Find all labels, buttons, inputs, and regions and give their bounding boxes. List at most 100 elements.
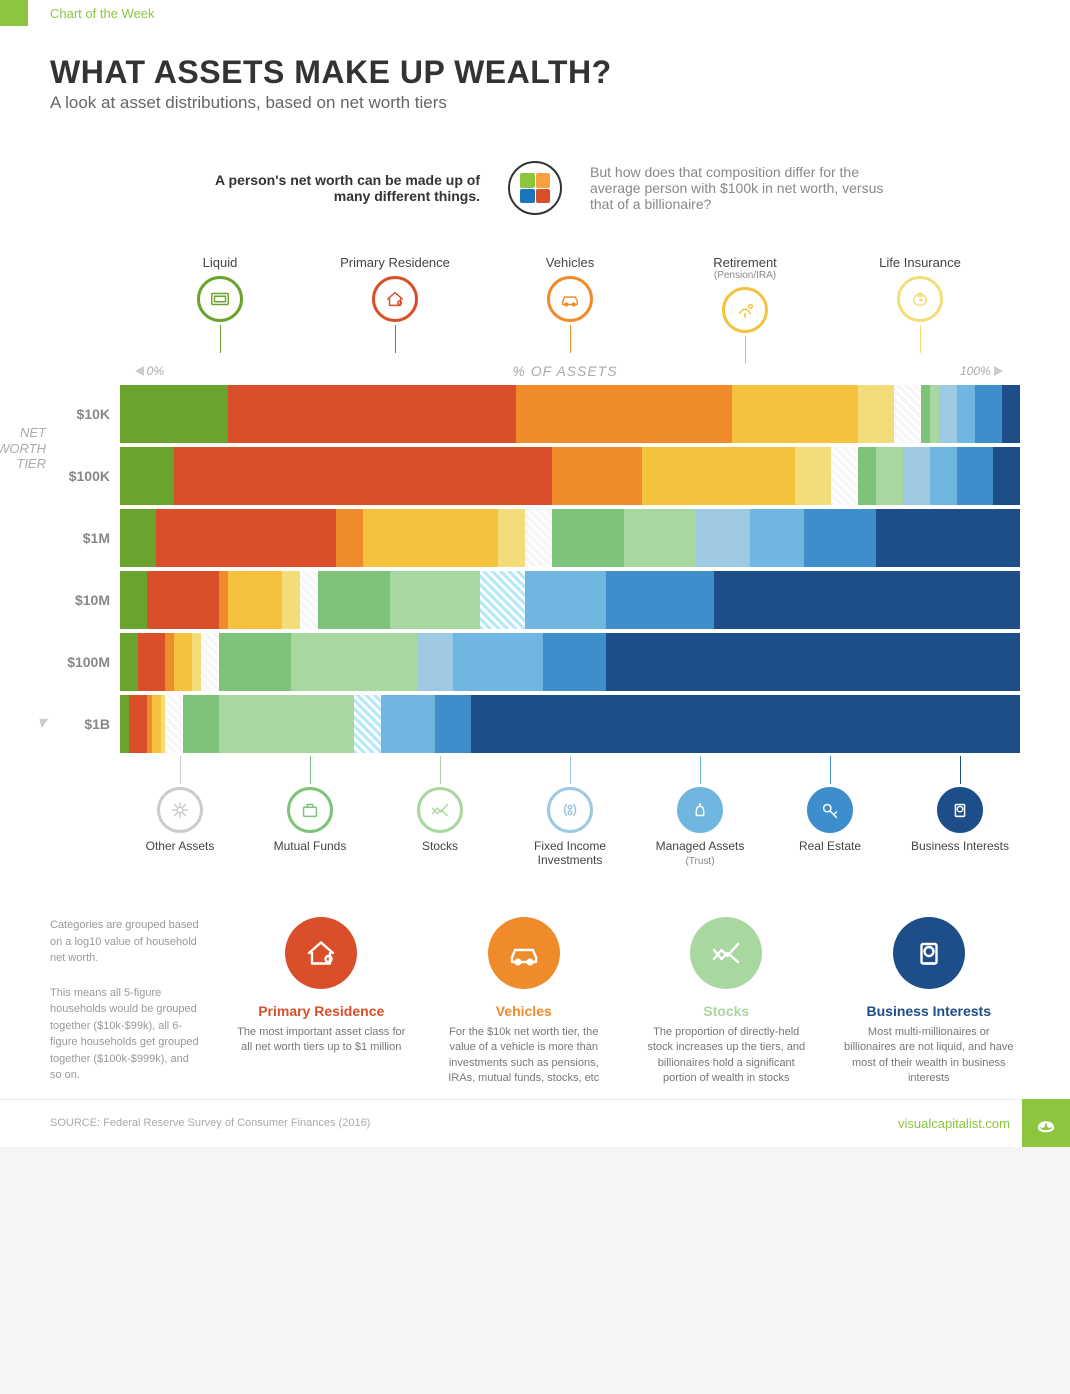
bar-segment <box>201 633 219 691</box>
tier-row: $1M <box>120 509 1020 567</box>
bar-segment <box>435 695 471 753</box>
category-label: Liquid <box>203 255 238 270</box>
bar-segment <box>921 385 930 443</box>
bar-segment <box>417 633 453 691</box>
category-label: Business Interests <box>911 839 1009 853</box>
bar-segment <box>1002 385 1020 443</box>
bar-segment <box>165 695 183 753</box>
stacked-bar <box>120 447 1020 505</box>
page-subtitle: A look at asset distributions, based on … <box>50 93 1020 113</box>
bar-segment <box>120 695 129 753</box>
intro-left: A person's net worth can be made up of m… <box>180 172 480 204</box>
tier-label: $1B <box>50 716 120 732</box>
insight-card: Business InterestsMost multi-millionaire… <box>838 917 1021 1087</box>
top-category: Life Insurance <box>860 255 980 333</box>
bar-segment <box>795 447 831 505</box>
category-icon <box>197 276 243 322</box>
bar-segment <box>192 633 201 691</box>
bar-segment <box>480 571 525 629</box>
footer: SOURCE: Federal Reserve Survey of Consum… <box>0 1099 1070 1147</box>
bar-segment <box>354 695 381 753</box>
topbar: Chart of the Week <box>0 0 1070 26</box>
bar-segment <box>129 695 147 753</box>
category-icon <box>897 276 943 322</box>
bar-segment <box>291 633 417 691</box>
insight-icon <box>285 917 357 989</box>
category-label: Primary Residence <box>340 255 450 270</box>
category-label: Real Estate <box>799 839 861 853</box>
bar-segment <box>939 385 957 443</box>
bar-segment <box>152 695 161 753</box>
insight-title: Stocks <box>703 1003 749 1019</box>
bar-segment <box>336 509 363 567</box>
bar-segment <box>903 447 930 505</box>
bar-segment <box>858 385 894 443</box>
bar-segment <box>120 509 156 567</box>
bar-segment <box>471 695 1020 753</box>
bar-segment <box>975 385 1002 443</box>
tier-label: $100K <box>50 468 120 484</box>
side-note: Categories are grouped based on a log10 … <box>50 917 200 967</box>
bar-segment <box>552 447 642 505</box>
x-axis: 0% % OF ASSETS 100% <box>120 363 1020 379</box>
top-category: Vehicles <box>510 255 630 333</box>
bar-segment <box>219 571 228 629</box>
stacked-bar <box>120 571 1020 629</box>
bar-segment <box>165 633 174 691</box>
bar-segment <box>957 385 975 443</box>
top-categories: Liquid Primary Residence Vehicles Retiremen… <box>120 255 1020 333</box>
stacked-bar <box>120 509 1020 567</box>
y-axis-label: NET WORTH TIER ▾ <box>0 425 46 733</box>
brand-text: visualcapitalist.com <box>898 1116 1010 1131</box>
tier-label: $10K <box>50 406 120 422</box>
insight-icon <box>893 917 965 989</box>
insight-title: Vehicles <box>496 1003 552 1019</box>
category-label: Mutual Funds <box>274 839 347 853</box>
tier-label: $100M <box>50 654 120 670</box>
bar-segment <box>930 447 957 505</box>
page: Chart of the Week WHAT ASSETS MAKE UP WE… <box>0 0 1070 1147</box>
bar-segment <box>930 385 939 443</box>
category-label: Fixed Income Investments <box>510 839 630 867</box>
category-icon <box>677 787 723 833</box>
axis-mid-label: % OF ASSETS <box>170 363 960 379</box>
brand-logo-icon <box>1022 1099 1070 1147</box>
bar-segment <box>624 509 696 567</box>
bar-segment <box>219 695 354 753</box>
category-icon <box>287 787 333 833</box>
page-title: WHAT ASSETS MAKE UP WEALTH? <box>50 54 1020 91</box>
category-icon <box>547 787 593 833</box>
bar-segment <box>120 633 138 691</box>
insight-text: Most multi-millionaires or billionaires … <box>844 1025 1014 1087</box>
bar-segment <box>228 385 516 443</box>
category-icon <box>937 787 983 833</box>
bar-segment <box>138 633 165 691</box>
bars: $10K$100K$1M$10M$100M$1B <box>120 385 1020 753</box>
category-label: Vehicles <box>546 255 594 270</box>
bar-segment <box>642 447 795 505</box>
insight-icon <box>488 917 560 989</box>
insight-title: Primary Residence <box>258 1003 384 1019</box>
bar-segment <box>282 571 300 629</box>
axis-zero: 0% <box>147 364 164 378</box>
bar-segment <box>219 633 291 691</box>
down-arrow-icon: ▾ <box>0 712 46 734</box>
bar-segment <box>804 509 876 567</box>
stacked-bar <box>120 385 1020 443</box>
topbar-accent <box>0 0 28 26</box>
bottom-category: Other Assets <box>120 787 240 867</box>
axis-hundred: 100% <box>960 364 991 378</box>
insight-text: The most important asset class for all n… <box>236 1025 406 1056</box>
bottom-category: Business Interests <box>900 787 1020 867</box>
bar-segment <box>120 447 174 505</box>
bottom-category: Managed Assets (Trust) <box>640 787 760 867</box>
bar-segment <box>174 447 552 505</box>
insight-text: The proportion of directly-held stock in… <box>641 1025 811 1087</box>
bar-segment <box>525 571 606 629</box>
header: WHAT ASSETS MAKE UP WEALTH? A look at as… <box>0 26 1070 113</box>
tier-label: $1M <box>50 530 120 546</box>
side-notes: Categories are grouped based on a log10 … <box>50 917 200 1087</box>
category-icon <box>547 276 593 322</box>
stacked-bar <box>120 695 1020 753</box>
category-label: Retirement(Pension/IRA) <box>713 255 777 281</box>
